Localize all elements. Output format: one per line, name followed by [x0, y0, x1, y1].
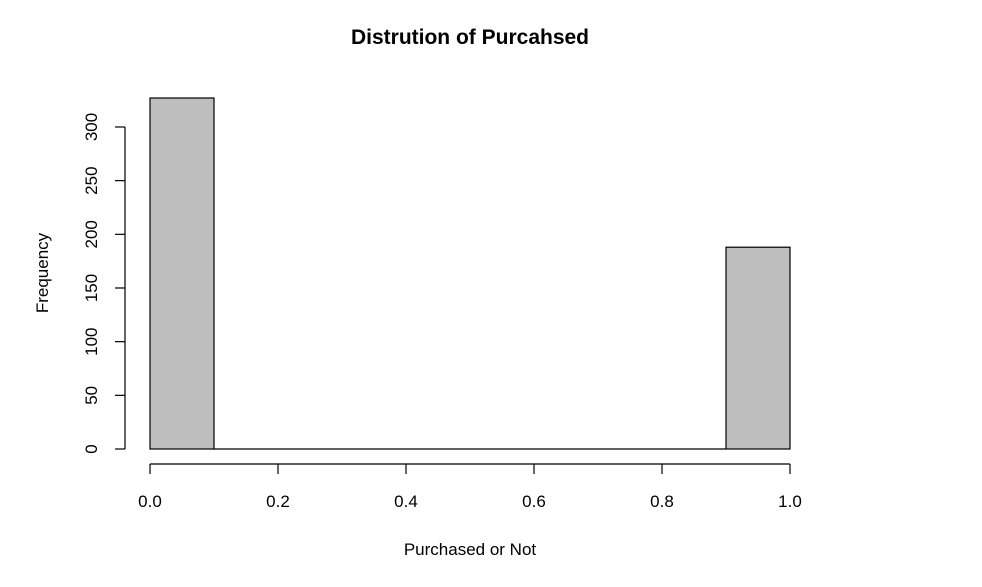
x-tick-label: 0.2 [266, 492, 290, 511]
y-axis-label: Frequency [33, 232, 52, 313]
x-axis: 0.0 0.2 0.4 0.6 0.8 1.0 [138, 463, 802, 511]
y-tick-label: 250 [82, 166, 101, 194]
chart-title: Distrution of Purcahsed [351, 26, 589, 49]
x-tick-label: 0.0 [138, 492, 162, 511]
x-tick-label: 0.8 [650, 492, 674, 511]
x-tick-label: 0.4 [394, 492, 418, 511]
y-tick-label: 150 [82, 274, 101, 302]
y-tick-label: 50 [82, 386, 101, 405]
histogram-bar [725, 246, 791, 450]
x-tick-label: 0.6 [522, 492, 546, 511]
y-axis: 0 50 100 150 200 250 300 [82, 113, 126, 454]
y-tick-label: 0 [82, 444, 101, 453]
histogram-bar [149, 97, 215, 450]
bars-group [149, 97, 791, 450]
x-tick-label: 1.0 [778, 492, 802, 511]
y-tick-label: 100 [82, 327, 101, 355]
y-tick-label: 300 [82, 113, 101, 141]
x-axis-label: Purchased or Not [404, 540, 537, 559]
y-tick-label: 200 [82, 220, 101, 248]
